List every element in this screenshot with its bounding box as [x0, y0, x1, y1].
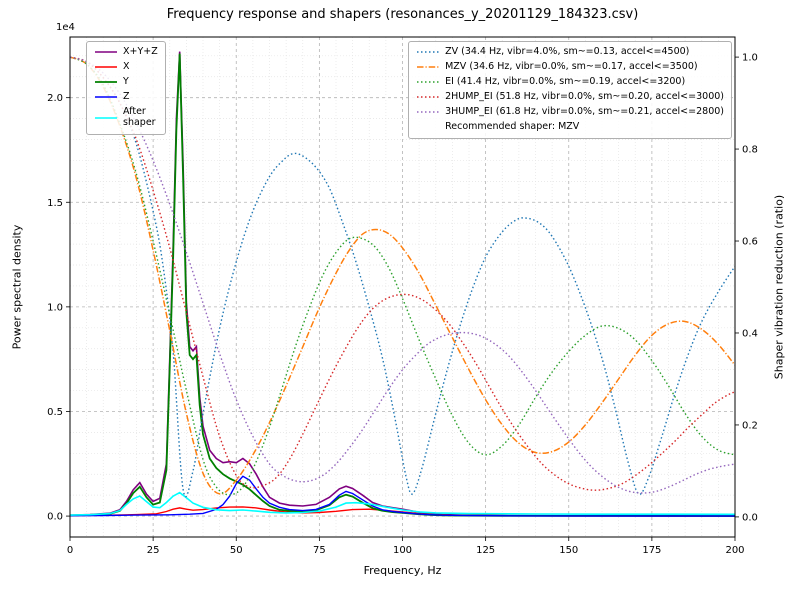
x-tick-label: 50: [230, 545, 243, 556]
series-line-after-shaper: [70, 491, 735, 516]
legend-label: X+Y+Z: [123, 46, 158, 57]
legend-item-ei: EI (41.4 Hz, vibr=0.0%, sm~=0.19, accel<…: [416, 75, 724, 88]
legend-item-z: Z: [94, 90, 158, 103]
y-left-tick-label: 0.0: [47, 512, 63, 523]
y-axis-label-right: Shaper vibration reduction (ratio): [772, 194, 786, 380]
y-right-tick-label: 1.0: [742, 53, 758, 64]
legend-item-zv: ZV (34.4 Hz, vibr=4.0%, sm~=0.13, accel<…: [416, 46, 724, 58]
legend-line-sample: [417, 81, 440, 83]
legend-item-2hump-ei: 2HUMP_EI (51.8 Hz, vibr=0.0%, sm~=0.20, …: [416, 90, 724, 103]
x-tick-label: 25: [147, 545, 160, 556]
legend-line-sample: [417, 96, 440, 98]
legend-item-mzv: MZV (34.6 Hz, vibr=0.0%, sm~=0.17, accel…: [416, 60, 724, 73]
legend-item-3hump-ei: 3HUMP_EI (61.8 Hz, vibr=0.0%, sm~=0.21, …: [416, 105, 724, 118]
x-tick-label: 100: [393, 545, 412, 556]
x-tick-label: 175: [642, 545, 661, 556]
x-tick-label: 200: [725, 545, 744, 556]
legend-line-sample: [95, 81, 117, 84]
legend-shapers: ZV (34.4 Hz, vibr=4.0%, sm~=0.13, accel<…: [408, 41, 732, 139]
y-axis-offset-label: 1e4: [56, 22, 75, 33]
recommended-shaper-note: Recommended shaper: MZV: [445, 120, 580, 132]
legend-label: Y: [123, 75, 129, 87]
series-line-zv: [70, 56, 735, 498]
y-left-tick-label: 1.5: [47, 198, 63, 209]
legend-label: X: [123, 60, 130, 72]
legend-line-sample: [417, 66, 440, 69]
series-line-2hump-ei: [70, 56, 735, 491]
legend-label: ZV (34.4 Hz, vibr=4.0%, sm~=0.13, accel<…: [445, 46, 690, 57]
legend-item-after-shaper: After shaper: [94, 105, 158, 129]
series-line-3hump-ei: [70, 56, 735, 494]
legend-item-y: Y: [94, 75, 158, 88]
series-line-z: [70, 475, 735, 517]
y-left-tick-label: 2.0: [47, 93, 63, 104]
y-right-tick-label: 0.8: [742, 145, 758, 156]
chart-title: Frequency response and shapers (resonanc…: [166, 7, 639, 22]
y-right-tick-label: 0.0: [742, 512, 758, 523]
legend-line-sample: [95, 116, 117, 119]
y-right-tick-label: 0.6: [742, 237, 758, 248]
x-tick-label: 125: [476, 545, 495, 556]
x-axis-label: Frequency, Hz: [363, 564, 442, 577]
legend-label: 3HUMP_EI (61.8 Hz, vibr=0.0%, sm~=0.21, …: [445, 105, 724, 117]
legend-line-sample: [95, 51, 117, 54]
legend-item-x: X: [94, 60, 158, 73]
legend-line-sample: [95, 66, 117, 69]
legend-line-sample: [417, 111, 440, 113]
legend-line-sample: [417, 51, 440, 54]
legend-label: Z: [123, 90, 130, 102]
x-tick-label: 0: [67, 545, 73, 556]
legend-label: 2HUMP_EI (51.8 Hz, vibr=0.0%, sm~=0.20, …: [445, 90, 724, 102]
legend-label: EI (41.4 Hz, vibr=0.0%, sm~=0.19, accel<…: [445, 75, 686, 87]
legend-item-x-y-z: X+Y+Z: [94, 46, 158, 58]
legend-label: After shaper: [123, 105, 156, 128]
x-tick-label: 150: [559, 545, 578, 556]
legend-line-sample: [95, 96, 117, 98]
y-right-tick-label: 0.2: [742, 420, 758, 431]
legend-label: MZV (34.6 Hz, vibr=0.0%, sm~=0.17, accel…: [445, 60, 698, 72]
y-axis-label-left: Power spectral density: [10, 224, 24, 350]
series-line-mzv: [70, 56, 735, 495]
x-tick-label: 75: [313, 545, 326, 556]
y-left-tick-label: 0.5: [47, 407, 63, 418]
y-left-tick-label: 1.0: [47, 302, 63, 313]
y-right-tick-label: 0.4: [742, 328, 758, 339]
legend-psd: X+Y+Z X Y Z After shaper: [86, 41, 166, 135]
